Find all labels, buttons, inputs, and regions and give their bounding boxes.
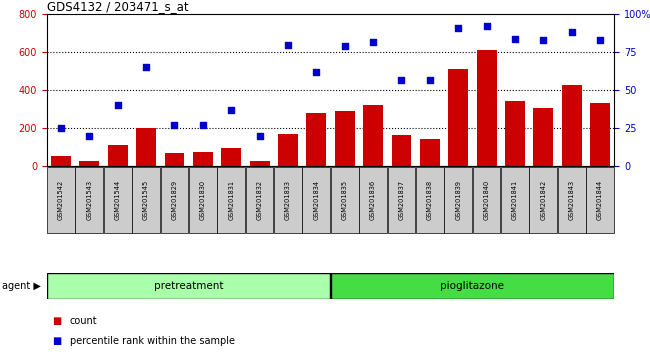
Point <box>226 107 237 113</box>
Point <box>283 42 293 47</box>
FancyBboxPatch shape <box>104 167 132 233</box>
Text: ■: ■ <box>53 315 66 326</box>
Text: GSM201838: GSM201838 <box>427 180 433 220</box>
Point <box>482 23 492 29</box>
FancyBboxPatch shape <box>558 167 586 233</box>
Bar <box>108 145 127 166</box>
FancyBboxPatch shape <box>132 167 160 233</box>
Bar <box>221 148 241 166</box>
Point <box>396 77 407 82</box>
Text: percentile rank within the sample: percentile rank within the sample <box>70 336 235 346</box>
Text: GDS4132 / 203471_s_at: GDS4132 / 203471_s_at <box>47 0 188 13</box>
Bar <box>534 108 553 166</box>
Text: count: count <box>70 315 97 326</box>
Bar <box>420 139 440 166</box>
Text: GSM201843: GSM201843 <box>569 180 575 220</box>
Bar <box>505 101 525 166</box>
Text: GSM201545: GSM201545 <box>143 180 149 220</box>
Point <box>169 122 179 128</box>
Point <box>424 77 435 82</box>
Bar <box>306 113 326 166</box>
Point <box>141 64 151 70</box>
Text: agent ▶: agent ▶ <box>2 281 41 291</box>
Text: GSM201835: GSM201835 <box>342 180 348 220</box>
FancyBboxPatch shape <box>47 273 330 299</box>
Text: GSM201833: GSM201833 <box>285 180 291 220</box>
Text: pioglitazone: pioglitazone <box>441 281 504 291</box>
Point <box>538 37 549 43</box>
Bar <box>278 134 298 166</box>
Bar <box>448 69 468 166</box>
Point <box>368 39 378 44</box>
Text: GSM201829: GSM201829 <box>172 180 177 220</box>
Point <box>510 36 520 41</box>
Bar <box>250 161 270 166</box>
Text: GSM201841: GSM201841 <box>512 180 518 220</box>
FancyBboxPatch shape <box>359 167 387 233</box>
FancyBboxPatch shape <box>274 167 302 233</box>
FancyBboxPatch shape <box>161 167 188 233</box>
Bar <box>335 111 355 166</box>
FancyBboxPatch shape <box>387 167 415 233</box>
Bar <box>193 152 213 166</box>
Point <box>567 30 577 35</box>
Text: GSM201543: GSM201543 <box>86 180 92 220</box>
FancyBboxPatch shape <box>416 167 444 233</box>
Point <box>311 69 322 75</box>
FancyBboxPatch shape <box>75 167 103 233</box>
Point <box>254 133 265 139</box>
Text: GSM201830: GSM201830 <box>200 180 206 220</box>
Point <box>56 125 66 131</box>
FancyBboxPatch shape <box>529 167 557 233</box>
Bar <box>476 50 497 166</box>
Bar <box>164 153 185 166</box>
FancyBboxPatch shape <box>501 167 529 233</box>
Bar <box>136 128 156 166</box>
Bar <box>51 156 71 166</box>
Bar <box>79 161 99 166</box>
Text: GSM201542: GSM201542 <box>58 180 64 220</box>
FancyBboxPatch shape <box>47 167 75 233</box>
FancyBboxPatch shape <box>473 167 501 233</box>
Point <box>595 37 605 43</box>
Bar <box>562 85 582 166</box>
Bar <box>363 105 383 166</box>
Text: GSM201839: GSM201839 <box>455 180 461 220</box>
Text: GSM201837: GSM201837 <box>398 180 404 220</box>
Point <box>198 122 208 128</box>
Bar <box>590 103 610 166</box>
Bar <box>391 135 411 166</box>
Text: GSM201836: GSM201836 <box>370 180 376 220</box>
Text: GSM201834: GSM201834 <box>313 180 319 220</box>
Point <box>453 25 463 31</box>
Text: GSM201544: GSM201544 <box>115 180 121 220</box>
Text: pretreatment: pretreatment <box>154 281 224 291</box>
Text: GSM201844: GSM201844 <box>597 180 603 220</box>
FancyBboxPatch shape <box>217 167 245 233</box>
Point <box>339 43 350 49</box>
Text: GSM201840: GSM201840 <box>484 180 489 220</box>
FancyBboxPatch shape <box>189 167 216 233</box>
FancyBboxPatch shape <box>331 273 614 299</box>
FancyBboxPatch shape <box>445 167 472 233</box>
FancyBboxPatch shape <box>246 167 274 233</box>
Text: GSM201832: GSM201832 <box>257 180 263 220</box>
Point <box>112 103 123 108</box>
FancyBboxPatch shape <box>586 167 614 233</box>
FancyBboxPatch shape <box>302 167 330 233</box>
Text: GSM201831: GSM201831 <box>228 180 234 220</box>
Text: ■: ■ <box>53 336 66 346</box>
Point <box>84 133 94 139</box>
FancyBboxPatch shape <box>331 167 359 233</box>
Text: GSM201842: GSM201842 <box>540 180 546 220</box>
